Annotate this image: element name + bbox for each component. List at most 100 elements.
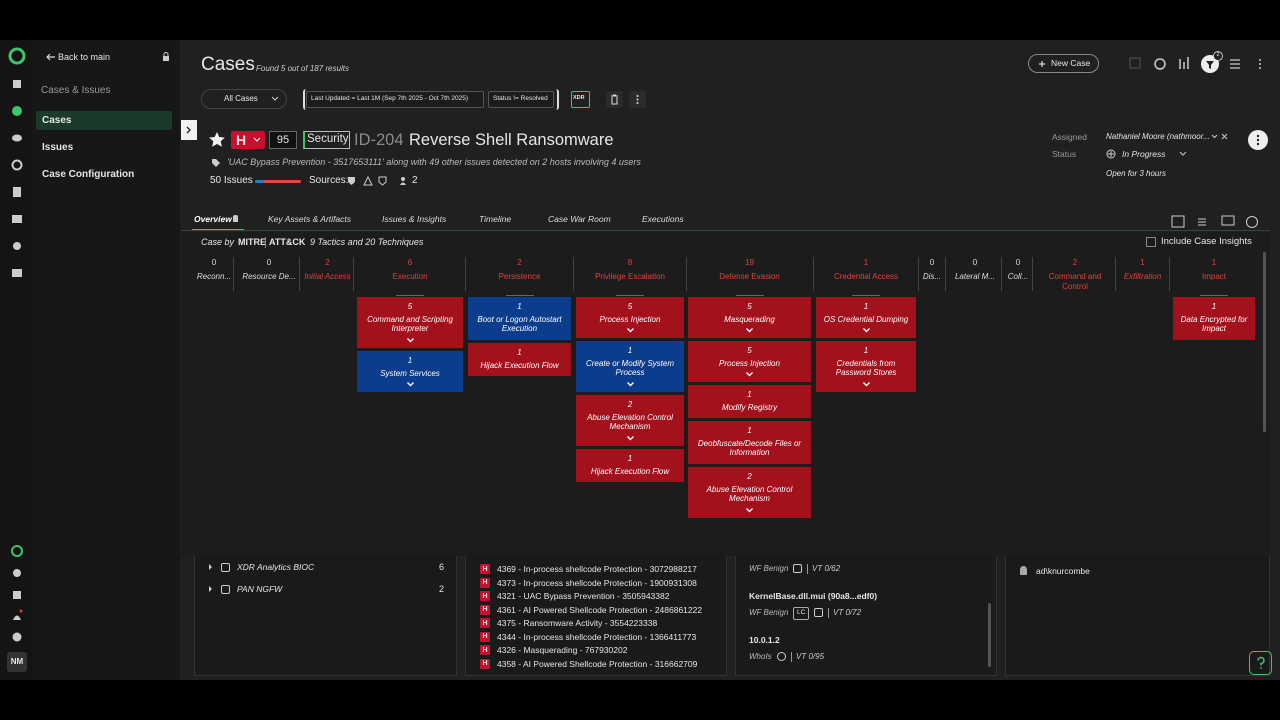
scrollbar[interactable] [988, 603, 991, 667]
severity-badge[interactable] [231, 131, 265, 149]
icon[interactable] [1198, 218, 1206, 226]
rail-icon-active[interactable] [12, 106, 22, 116]
star-icon[interactable] [209, 132, 225, 147]
icon[interactable] [1179, 57, 1189, 69]
rail-icon[interactable] [11, 545, 23, 557]
tab[interactable]: Case War Room [548, 214, 611, 224]
rail-icon[interactable] [12, 632, 22, 642]
artifact-name[interactable]: 10.0.1.2 [749, 635, 780, 645]
issue[interactable]: 4375 - Ransomware Activity - 3554223338 [497, 618, 658, 628]
chevron[interactable] [626, 435, 634, 441]
user[interactable]: ad\knurcombe [1036, 566, 1090, 576]
tactic-name[interactable]: Persistence [498, 272, 541, 281]
expand-arrow[interactable] [209, 586, 212, 592]
technique[interactable]: 5 Process Injection [576, 297, 684, 339]
tactic-name[interactable]: Credential Access [833, 272, 899, 281]
tactic-name[interactable]: Defense Evasion [719, 272, 780, 281]
assignee[interactable]: Nathaniel Moore (nathmoor... [1106, 132, 1210, 141]
tactic-name[interactable]: Dis... [922, 272, 942, 281]
icon[interactable] [1230, 59, 1240, 69]
tactic-name[interactable]: Resource De... [242, 272, 296, 281]
technique[interactable]: 5 Command and Scripting Interpreter [357, 297, 463, 348]
insights-checkbox[interactable] [1146, 237, 1156, 247]
logo[interactable] [8, 47, 26, 65]
technique[interactable]: 2 Abuse Elevation Control Mechanism [688, 467, 811, 518]
artifact-icon[interactable] [793, 564, 802, 573]
tactic-name[interactable]: Execution [392, 272, 428, 281]
chevron[interactable] [746, 372, 753, 377]
rail-icon[interactable] [13, 569, 21, 577]
tab[interactable]: Timeline [479, 214, 512, 224]
icon[interactable] [1246, 216, 1258, 228]
rail-icon[interactable] [13, 80, 21, 88]
help-button[interactable] [1249, 651, 1272, 675]
tab[interactable]: Key Assets & Artifacts [268, 214, 351, 224]
tactic-name[interactable]: Lateral M... [954, 272, 995, 281]
technique[interactable]: 1 OS Credential Dumping [816, 297, 916, 339]
collapse-button[interactable] [181, 120, 197, 140]
scrollbar[interactable] [1263, 252, 1266, 432]
tactic-name[interactable]: Coll... [1007, 272, 1029, 281]
issue[interactable]: 4326 - Masquerading - 767930202 [497, 645, 628, 655]
tactic-name[interactable]: Exfiltration [1123, 272, 1162, 281]
filter-chip[interactable] [306, 91, 484, 108]
nav-item[interactable]: Case Configuration [42, 169, 135, 180]
artifact-name[interactable]: KernelBase.dll.mui (90a8...edf0) [749, 591, 878, 601]
new-case-button[interactable] [1028, 54, 1099, 73]
rail-icon[interactable] [13, 187, 21, 197]
chevron[interactable] [626, 328, 634, 333]
technique[interactable]: 1 Boot or Logon Autostart Execution [468, 297, 571, 340]
rail-icon[interactable] [13, 242, 21, 250]
chevron[interactable] [626, 381, 634, 387]
chevron[interactable] [862, 328, 870, 333]
tactic-name[interactable]: Privilege Escalation [595, 272, 665, 281]
source-name[interactable]: XDR Analytics BIOC [237, 562, 315, 572]
icon[interactable] [1221, 215, 1235, 226]
expand-arrow[interactable] [209, 564, 212, 570]
technique[interactable]: 1 System Services [357, 351, 463, 393]
tab[interactable]: Executions [642, 214, 684, 224]
icon[interactable] [1154, 58, 1166, 70]
issue[interactable]: 4358 - AI Powered Shellcode Protection -… [497, 658, 698, 669]
tactic-name[interactable]: Reconn... [196, 272, 232, 281]
artifact-icon[interactable] [777, 652, 786, 661]
issue[interactable]: 4321 - UAC Bypass Prevention - 350594338… [497, 591, 670, 601]
icon[interactable] [1171, 215, 1185, 228]
technique[interactable]: 1 Hijack Execution Flow [468, 343, 571, 377]
technique[interactable]: 1 Credentials from Password Stores [816, 341, 916, 392]
issue[interactable]: 4373 - In-process shellcode Protection -… [497, 577, 697, 588]
filter-chip[interactable] [488, 91, 554, 108]
tactic-name[interactable]: Command and Control [1048, 272, 1102, 292]
tactic-name[interactable]: Initial Access [304, 272, 351, 281]
nav-item[interactable]: Issues [42, 142, 74, 153]
chevron[interactable] [746, 507, 753, 513]
chevron[interactable] [406, 337, 414, 343]
nav-item[interactable]: Cases [42, 115, 72, 126]
issue[interactable]: 4361 - AI Powered Shellcode Protection -… [497, 604, 703, 615]
rail-icon[interactable] [12, 134, 22, 142]
xdr-badge[interactable] [571, 91, 590, 108]
artifact-icon[interactable] [814, 608, 823, 617]
chevron[interactable] [862, 381, 870, 387]
delete-button[interactable] [606, 91, 623, 108]
rail-icon[interactable] [12, 215, 22, 223]
assignee-controls[interactable] [1211, 133, 1228, 140]
rail-icon[interactable] [12, 269, 22, 277]
technique[interactable]: 2 Abuse Elevation Control Mechanism [576, 395, 684, 446]
technique[interactable]: 1 Modify Registry [688, 385, 811, 419]
avatar[interactable] [7, 652, 27, 672]
chevron[interactable] [746, 328, 753, 333]
source-name[interactable]: PAN NGFW [237, 584, 283, 594]
technique[interactable]: 5 Process Injection [688, 341, 811, 383]
rail-icon[interactable] [13, 615, 21, 621]
rail-icon[interactable] [11, 159, 23, 171]
lock-icon[interactable] [162, 52, 170, 61]
chevron[interactable] [406, 382, 414, 387]
tab[interactable]: Issues & Insights [382, 214, 447, 224]
rail-icon[interactable] [13, 591, 21, 599]
technique[interactable]: 1 Deobfuscate/Decode Files or Information [688, 421, 811, 464]
technique[interactable]: 5 Masquerading [688, 297, 811, 339]
back-link[interactable]: Back to main [58, 52, 111, 62]
issue[interactable]: 4344 - In-process shellcode Protection -… [497, 631, 697, 642]
tactic-name[interactable]: Impact [1201, 272, 1226, 281]
